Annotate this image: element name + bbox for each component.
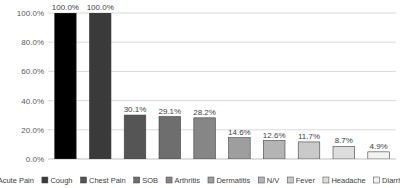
bar: [298, 142, 320, 159]
bar: [368, 152, 390, 159]
bar: [229, 138, 251, 159]
y-tick-label: 80.0%: [21, 38, 44, 47]
data-label: 100.0%: [87, 3, 114, 12]
legend-label: Fever: [296, 176, 316, 185]
legend-swatch: [42, 177, 48, 183]
legend-swatch: [166, 177, 172, 183]
legend-swatch: [81, 177, 87, 183]
data-label: 100.0%: [52, 3, 79, 12]
bar: [124, 115, 146, 159]
legend-swatch: [287, 177, 293, 183]
legend-label: N/V: [267, 176, 280, 185]
y-tick-label: 100.0%: [17, 9, 44, 18]
legend-label: Headache: [331, 176, 365, 185]
legend-label: Dermatitis: [216, 176, 250, 185]
chart: 0.0% 20.0% 40.0% 60.0% 80.0% 100.0% 100.0% 100.…: [0, 0, 400, 188]
data-label: 29.1%: [158, 107, 181, 116]
data-label: 30.1%: [124, 105, 147, 114]
legend-label: Acute Pain: [0, 176, 34, 185]
legend-label: Chest Pain: [89, 176, 126, 185]
data-label: 28.2%: [193, 108, 216, 117]
y-tick-label: 40.0%: [21, 97, 44, 106]
chart-root: 0.0% 20.0% 40.0% 60.0% 80.0% 100.0% 100.0% 100.…: [0, 0, 400, 188]
data-label: 14.6%: [228, 128, 251, 137]
bars: [55, 13, 390, 159]
data-label: 4.9%: [369, 142, 387, 151]
legend-swatch: [134, 177, 140, 183]
legend-label: Cough: [50, 176, 72, 185]
data-label: 8.7%: [335, 136, 353, 145]
bar: [89, 13, 111, 159]
bar: [333, 146, 355, 159]
legend-label: SOB: [142, 176, 158, 185]
y-tick-label: 0.0%: [26, 155, 44, 164]
legend: Acute Pain Cough Chest Pain SOB Arthritis Der…: [0, 176, 400, 185]
legend-swatch: [208, 177, 214, 183]
legend-swatch: [323, 177, 329, 183]
y-tick-label: 20.0%: [21, 126, 44, 135]
bar: [194, 118, 216, 159]
bar: [159, 117, 181, 159]
data-label: 11.7%: [298, 132, 320, 141]
legend-swatch: [258, 177, 264, 183]
data-label: 12.6%: [263, 131, 286, 140]
bar: [263, 141, 285, 159]
legend-swatch: [374, 177, 380, 183]
legend-label: Arthritis: [175, 176, 201, 185]
bar: [55, 13, 77, 159]
y-tick-label: 60.0%: [21, 67, 44, 76]
legend-label: Diarrhea: [382, 176, 400, 185]
